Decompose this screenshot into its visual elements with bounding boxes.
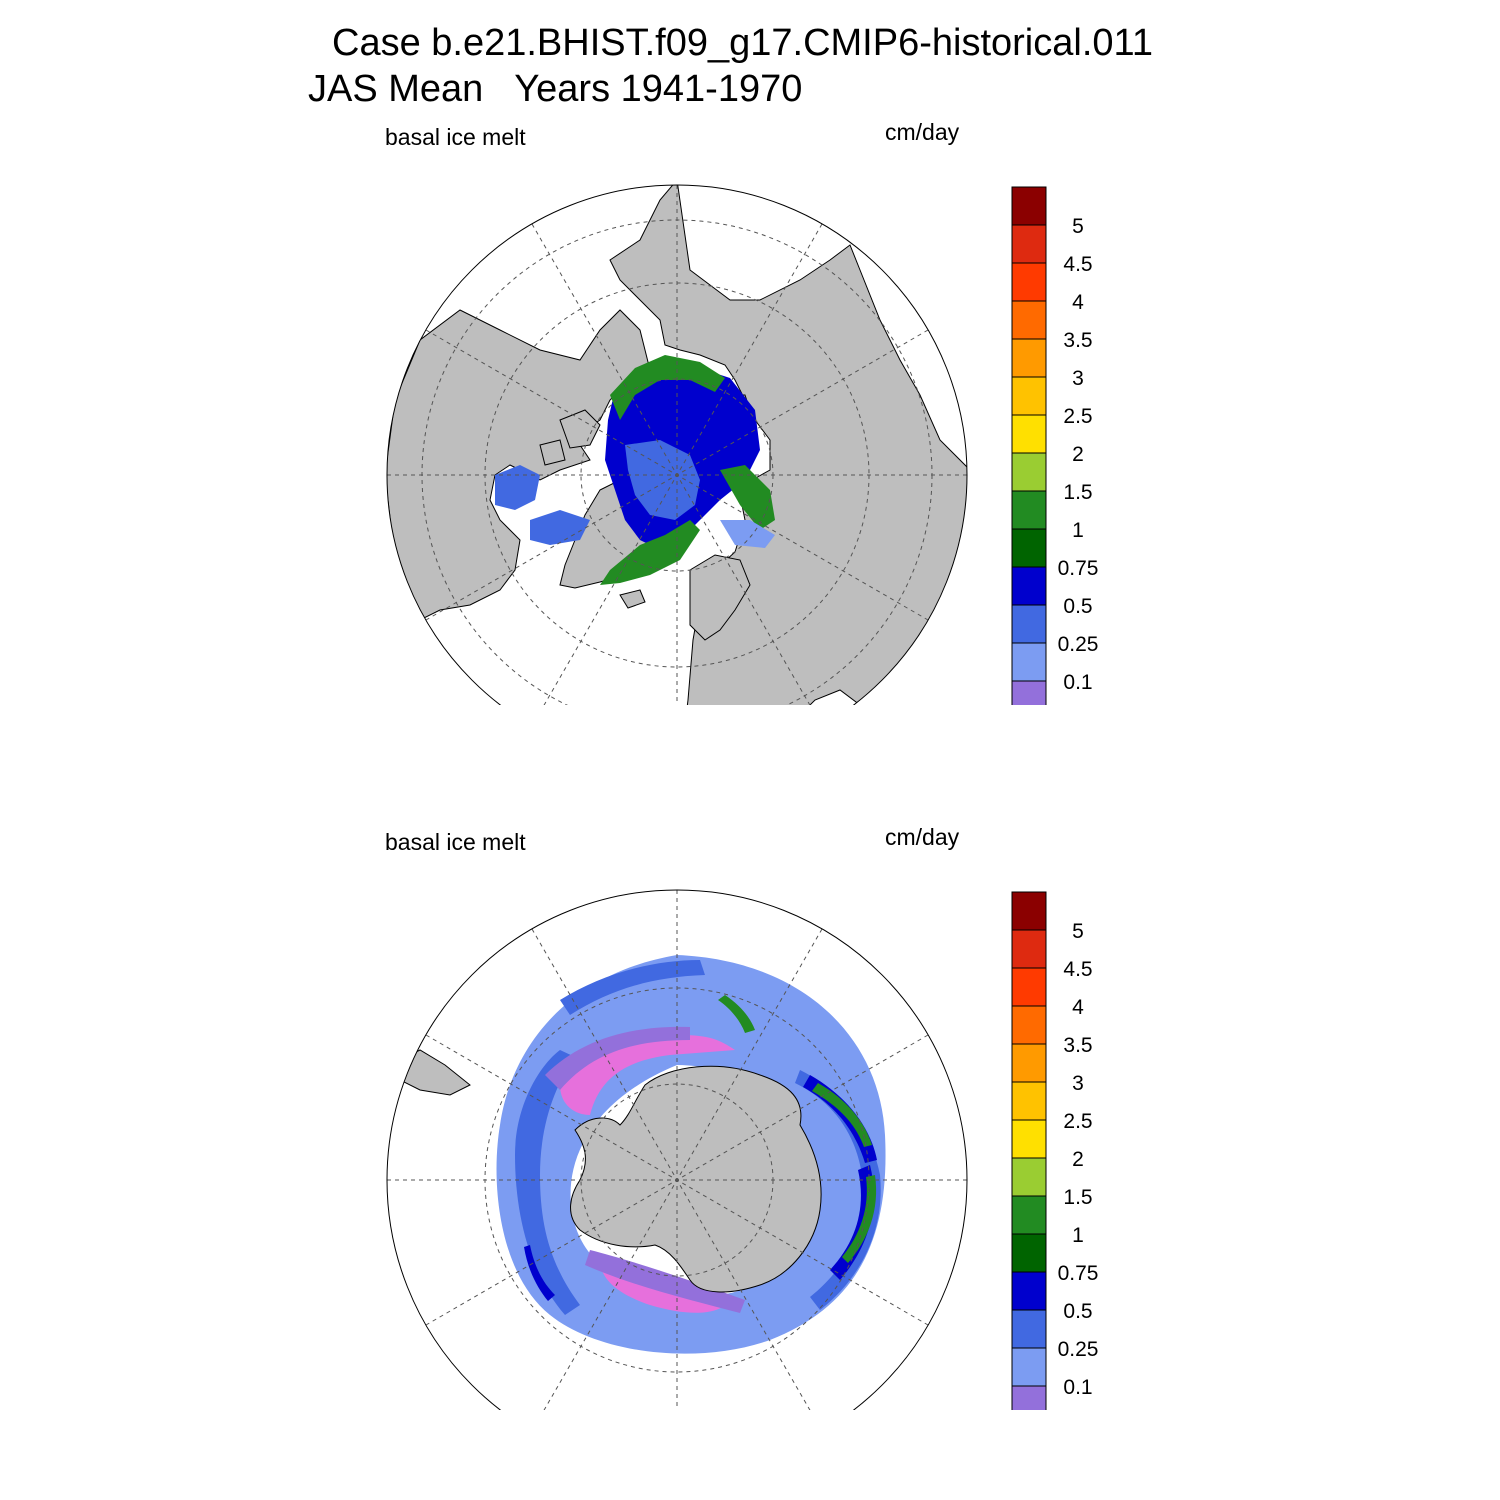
- map-border: [386, 889, 968, 1410]
- melt-1-1.5: [720, 465, 775, 530]
- colorbar-swatch: [1011, 1385, 1047, 1410]
- colorbar-tick-label: 4.5: [1063, 958, 1092, 981]
- melt-0.5-0.75: [830, 1165, 874, 1280]
- plot-title-line1: Case b.e21.BHIST.f09_g17.CMIP6-historica…: [332, 22, 1153, 64]
- colorbar-swatch: [1011, 452, 1047, 492]
- map-border: [386, 184, 968, 705]
- melt-1-1.5: [842, 1175, 877, 1263]
- colorbar-swatch: [1011, 1309, 1047, 1349]
- colorbar-swatch: [1011, 490, 1047, 530]
- antarctic-map-panel: basal ice melt cm/day 54.: [385, 824, 1099, 1410]
- colorbar-swatch: [1011, 1157, 1047, 1197]
- melt-0.25-0.5: [495, 465, 540, 510]
- colorbar: 54.543.532.521.510.750.50.250.10.05: [1011, 891, 1099, 1410]
- colorbar-swatch: [1011, 642, 1047, 682]
- colorbar-tick-label: 2: [1072, 443, 1084, 466]
- colorbar: 54.543.532.521.510.750.50.250.10.05: [1011, 186, 1099, 705]
- colorbar-swatch: [1011, 1043, 1047, 1083]
- colorbar-tick-label: 1: [1072, 519, 1084, 542]
- colorbar-tick-label: 4: [1072, 291, 1084, 314]
- melt-0.25-0.5: [625, 440, 700, 520]
- colorbar-tick-label: 5: [1072, 920, 1084, 943]
- colorbar-tick-label: 1: [1072, 1224, 1084, 1247]
- colorbar-swatch: [1011, 262, 1047, 302]
- colorbar-tick-label: 4: [1072, 996, 1084, 1019]
- melt-1-1.5: [718, 995, 755, 1033]
- colorbar-swatch: [1011, 1119, 1047, 1159]
- colorbar-swatch: [1011, 929, 1047, 969]
- colorbar-tick-label: 2: [1072, 1148, 1084, 1171]
- colorbar-tick-label: 0.1: [1063, 1376, 1092, 1399]
- colorbar-swatch: [1011, 186, 1047, 226]
- colorbar-swatch: [1011, 300, 1047, 340]
- colorbar-swatch: [1011, 528, 1047, 568]
- colorbar-tick-label: 2.5: [1063, 1110, 1092, 1133]
- variable-label: basal ice melt: [385, 124, 526, 150]
- colorbar-swatch: [1011, 1347, 1047, 1387]
- melt-0.25-0.5: [560, 960, 705, 1015]
- colorbar-swatch: [1011, 1081, 1047, 1121]
- melt-0.25-0.5: [530, 510, 590, 545]
- colorbar-tick-label: 1.5: [1063, 1186, 1092, 1209]
- colorbar-tick-label: 0.75: [1058, 1262, 1099, 1285]
- melt-0.05-0.1: [545, 1026, 690, 1090]
- colorbar-swatch: [1011, 376, 1047, 416]
- land-antarctica: [570, 1065, 822, 1293]
- colorbar-swatch: [1011, 1005, 1047, 1045]
- colorbar-tick-label: 2.5: [1063, 405, 1092, 428]
- arctic-map-panel: basal ice melt cm/day: [385, 119, 1099, 705]
- colorbar-tick-label: 0.5: [1063, 1300, 1092, 1323]
- land-europe: [689, 554, 751, 641]
- variable-label: basal ice melt: [385, 829, 526, 855]
- colorbar-tick-label: 1.5: [1063, 481, 1092, 504]
- colorbar-tick-label: 0.1: [1063, 671, 1092, 694]
- colorbar-tick-label: 3.5: [1063, 329, 1092, 352]
- graticule: [387, 185, 967, 705]
- melt-0.1-0.25: [720, 520, 775, 548]
- melt-0.05-0.1: [585, 1250, 745, 1313]
- colorbar-tick-label: 4.5: [1063, 253, 1092, 276]
- colorbar-tick-label: 3: [1072, 1072, 1084, 1095]
- colorbar-tick-label: 5: [1072, 215, 1084, 238]
- colorbar-swatch: [1011, 224, 1047, 264]
- units-label: cm/day: [885, 824, 960, 850]
- colorbar-swatch: [1011, 891, 1047, 931]
- colorbar-tick-label: 0.5: [1063, 595, 1092, 618]
- melt-0.5-0.75: [524, 1245, 555, 1301]
- plot-title-line2: JAS Mean Years 1941-1970: [308, 68, 803, 110]
- land-iceland: [619, 589, 646, 609]
- colorbar-swatch: [1011, 566, 1047, 606]
- colorbar-tick-label: 0.25: [1058, 1338, 1099, 1361]
- colorbar-swatch: [1011, 967, 1047, 1007]
- colorbar-swatch: [1011, 1271, 1047, 1311]
- colorbar-swatch: [1011, 338, 1047, 378]
- melt-1-1.5: [600, 520, 700, 585]
- units-label: cm/day: [885, 119, 960, 145]
- colorbar-tick-label: 0.25: [1058, 633, 1099, 656]
- colorbar-swatch: [1011, 604, 1047, 644]
- colorbar-swatch: [1011, 414, 1047, 454]
- melt-1-1.5: [812, 1083, 872, 1147]
- graticule: [387, 890, 967, 1410]
- melt-1-1.5: [610, 355, 725, 420]
- colorbar-swatch: [1011, 1195, 1047, 1235]
- melt-0.25-0.5: [515, 1050, 580, 1315]
- colorbar-tick-label: 0.75: [1058, 557, 1099, 580]
- colorbar-tick-label: 3.5: [1063, 1034, 1092, 1057]
- colorbar-tick-label: 3: [1072, 367, 1084, 390]
- colorbar-swatch: [1011, 680, 1047, 705]
- colorbar-swatch: [1011, 1233, 1047, 1273]
